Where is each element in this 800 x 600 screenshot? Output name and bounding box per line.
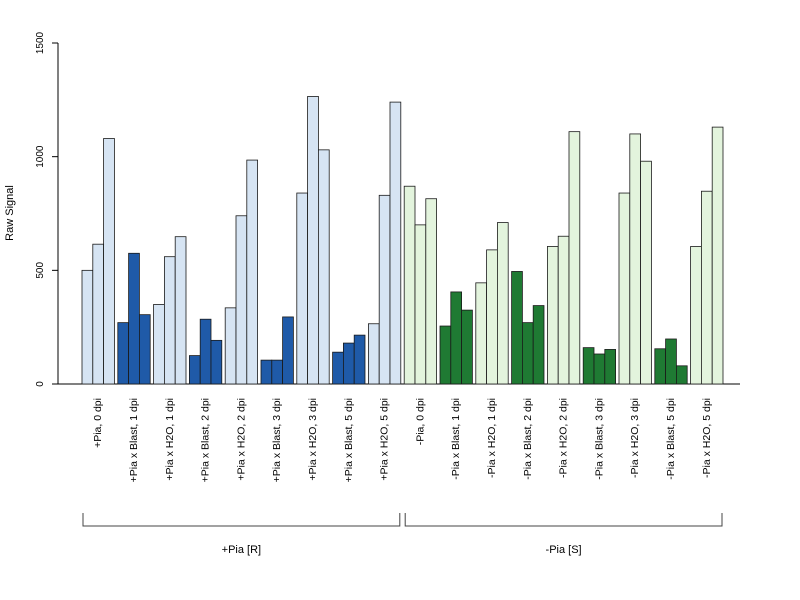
y-tick-label: 1500 bbox=[35, 31, 46, 54]
bar bbox=[353, 334, 366, 385]
bar bbox=[676, 365, 688, 385]
bar bbox=[163, 256, 176, 385]
bar bbox=[153, 304, 165, 385]
bar bbox=[414, 224, 427, 385]
y-tick-label: 500 bbox=[35, 262, 46, 279]
x-tick-label: -Pia x Blast, 5 dpi bbox=[665, 398, 677, 480]
group-brackets: +Pia [R] -Pia [S] bbox=[82, 513, 723, 556]
x-tick-label: -Pia x H2O, 3 dpi bbox=[629, 398, 641, 478]
bar bbox=[629, 133, 641, 385]
bar bbox=[317, 149, 330, 385]
x-tick-label: +Pia x Blast, 1 dpi bbox=[128, 398, 140, 482]
group-bracket bbox=[404, 513, 723, 527]
bar bbox=[593, 353, 606, 385]
bar bbox=[282, 316, 294, 385]
bar bbox=[246, 159, 259, 385]
x-tick-label: +Pia x Blast, 2 dpi bbox=[200, 398, 212, 482]
x-tick-label: -Pia x H2O, 1 dpi bbox=[486, 398, 498, 478]
x-tick-label: +Pia x H2O, 2 dpi bbox=[235, 398, 247, 481]
bar bbox=[496, 222, 509, 385]
y-tick-label: 0 bbox=[35, 381, 46, 387]
bar bbox=[582, 347, 595, 385]
x-tick-label: -Pia x Blast, 3 dpi bbox=[593, 398, 605, 480]
bar bbox=[711, 126, 724, 385]
x-tick-label: -Pia, 0 dpi bbox=[414, 398, 426, 445]
bar bbox=[342, 342, 355, 385]
group-label: -Pia [S] bbox=[546, 544, 582, 556]
x-tick-label: +Pia, 0 dpi bbox=[92, 398, 104, 448]
x-tick-label: -Pia x Blast, 2 dpi bbox=[522, 398, 534, 480]
bar bbox=[475, 282, 487, 385]
bar bbox=[296, 192, 308, 385]
bar bbox=[103, 138, 115, 385]
bar bbox=[547, 246, 559, 385]
x-tick-label: +Pia x Blast, 3 dpi bbox=[271, 398, 283, 482]
bar bbox=[92, 243, 105, 385]
bar bbox=[439, 325, 452, 385]
bar bbox=[117, 322, 130, 385]
x-tick-label: +Pia x Blast, 5 dpi bbox=[343, 398, 355, 482]
bar bbox=[210, 339, 223, 385]
x-tick-labels: +Pia, 0 dpi +Pia x Blast, 1 dpi +Pia x H2O… bbox=[92, 398, 713, 482]
bar bbox=[235, 215, 248, 385]
bar bbox=[188, 355, 201, 385]
bar bbox=[461, 309, 473, 385]
bar bbox=[260, 359, 273, 385]
x-tick-label: -Pia x H2O, 5 dpi bbox=[701, 398, 713, 478]
group-bracket bbox=[82, 513, 401, 527]
bar bbox=[332, 351, 344, 385]
bar bbox=[367, 323, 380, 385]
bar bbox=[307, 96, 319, 385]
x-tick-label: +Pia x H2O, 5 dpi bbox=[379, 398, 391, 481]
x-tick-label: +Pia x H2O, 3 dpi bbox=[307, 398, 319, 481]
bar bbox=[568, 131, 581, 385]
bar bbox=[81, 269, 94, 385]
bar bbox=[522, 322, 534, 385]
bar bbox=[271, 359, 283, 385]
bar bbox=[511, 271, 523, 385]
bar bbox=[128, 252, 140, 385]
bar bbox=[640, 160, 652, 385]
bar bbox=[450, 291, 462, 385]
bar bbox=[701, 190, 713, 385]
bar bbox=[174, 236, 187, 385]
y-tick-label: 1000 bbox=[35, 145, 46, 168]
x-tick-label: -Pia x Blast, 1 dpi bbox=[450, 398, 462, 480]
x-tick-label: +Pia x H2O, 1 dpi bbox=[164, 398, 176, 481]
y-axis: 0 500 1000 1500 bbox=[35, 31, 59, 387]
bar bbox=[224, 307, 237, 385]
bars bbox=[58, 96, 740, 385]
bar bbox=[389, 101, 402, 385]
bar bbox=[138, 314, 151, 385]
bar bbox=[654, 348, 666, 385]
x-tick-label: -Pia x H2O, 2 dpi bbox=[558, 398, 570, 478]
bar bbox=[403, 185, 416, 385]
bar bbox=[618, 192, 631, 385]
bar bbox=[604, 349, 616, 385]
bar bbox=[665, 338, 677, 385]
bar bbox=[690, 246, 702, 385]
bar bbox=[532, 305, 545, 385]
bar bbox=[486, 249, 498, 385]
y-axis-label: Raw Signal bbox=[4, 185, 16, 241]
bar bbox=[557, 235, 570, 385]
bar bbox=[378, 194, 391, 385]
group-label: +Pia [R] bbox=[222, 544, 261, 556]
bar bbox=[425, 198, 437, 385]
bar bbox=[199, 318, 212, 385]
